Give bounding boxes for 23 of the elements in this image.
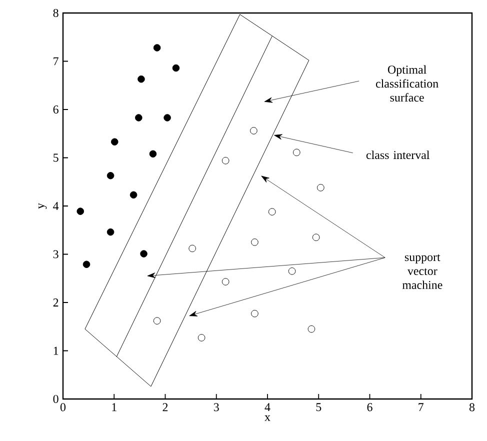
x-tick-label: 1 [112, 403, 116, 412]
x-tick-label: 8 [469, 403, 475, 412]
y-tick-label: 6 [53, 105, 58, 114]
y-axis-title: y [38, 203, 47, 209]
x-tick-label: 0 [60, 403, 66, 412]
x-tick-label: 3 [214, 403, 219, 412]
x-tick-label: 2 [162, 403, 168, 412]
y-tick-label: 5 [54, 154, 58, 162]
x-axis-title: x [264, 415, 270, 421]
y-tick-label: 4 [53, 202, 59, 210]
annotation: class interval [366, 150, 430, 160]
x-tick-label: 5 [316, 403, 322, 412]
y-tick-label: 3 [53, 250, 58, 258]
annotation: support vector machine [402, 254, 442, 289]
y-tick-label: 8 [53, 8, 58, 18]
x-tick-label: 6 [367, 403, 372, 412]
y-tick-label: 1 [54, 346, 58, 355]
y-tick-label: 2 [53, 298, 58, 306]
y-tick-label: 7 [54, 57, 58, 66]
annotation: Optimal classification surface [376, 65, 438, 102]
x-tick-label: 7 [418, 403, 424, 412]
x-tick-label: 4 [264, 403, 270, 412]
y-tick-label: 0 [53, 394, 58, 404]
